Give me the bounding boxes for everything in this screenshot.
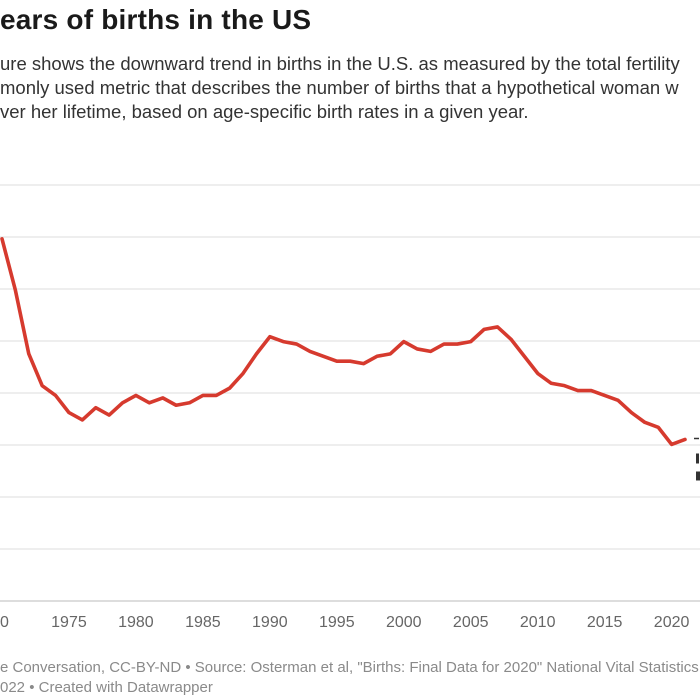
data-point [268,335,271,338]
description-line: monly used metric that describes the num… [0,77,679,98]
data-point [590,389,593,392]
annotation-mark [696,471,700,481]
data-point [670,443,673,446]
data-point [148,401,151,404]
data-point [469,340,472,343]
x-tick-label: 1975 [51,614,87,631]
data-point [134,394,137,397]
footer-line: e Conversation, CC-BY-ND • Source: Oster… [0,659,700,676]
data-point [1,237,4,240]
data-point [295,343,298,346]
data-point [322,355,325,358]
data-point [67,411,70,414]
data-point [402,340,405,343]
data-point [161,396,164,399]
line-chart: 0 1975 1980 1985 1990 1995 2000 2005 2010 2015 202… [0,184,700,631]
description-line: ver her lifetime, based on age-specific … [0,101,529,122]
data-point [54,394,57,397]
data-point [550,382,553,385]
data-point [657,426,660,429]
data-point [255,352,258,355]
data-point [536,372,539,375]
data-point [603,394,606,397]
data-point [684,438,687,441]
data-point [375,355,378,358]
x-tick-label: 1985 [185,614,221,631]
data-point [496,325,499,328]
description-line: ure shows the downward trend in births i… [0,53,680,74]
data-point [215,394,218,397]
data-point [576,389,579,392]
chart-title: ears of births in the US [0,4,312,35]
footer-line: 022 • Created with Datawrapper [0,679,213,696]
x-tick-label: 1990 [252,614,288,631]
data-point [483,328,486,331]
x-tick-label: 2010 [520,614,556,631]
gridlines [0,184,700,602]
data-point [242,372,245,375]
series-layer [0,237,687,447]
x-tick-label: 2015 [587,614,623,631]
data-point [563,384,566,387]
x-tick-label: 2005 [453,614,489,631]
chart-description: ure shows the downward trend in births i… [0,52,700,124]
data-point [630,411,633,414]
x-tick-label: 0 [0,614,9,631]
data-point [643,421,646,424]
x-tick-label: 1980 [118,614,154,631]
data-point [442,343,445,346]
data-point [41,384,44,387]
data-point [201,394,204,397]
data-point [27,352,30,355]
data-point [121,401,124,404]
line-end-annotation [694,437,700,481]
data-point [523,355,526,358]
data-point [429,350,432,353]
annotation-mark [696,453,699,464]
data-point [228,387,231,390]
data-point [617,399,620,402]
data-point [175,404,178,407]
data-point [456,343,459,346]
data-point [108,414,111,417]
data-point [188,401,191,404]
series-line [0,237,687,447]
x-tick-label: 2000 [386,614,422,631]
x-tick-label: 2020 [654,614,690,631]
data-point [282,340,285,343]
data-point [349,360,352,363]
data-point [416,347,419,350]
data-point [309,350,312,353]
chart-footer: e Conversation, CC-BY-ND • Source: Oster… [0,658,700,698]
data-point [509,338,512,341]
x-axis: 0 1975 1980 1985 1990 1995 2000 2005 2010 2015 202… [0,614,690,631]
data-point [389,352,392,355]
data-point [94,406,97,409]
data-point [335,360,338,363]
data-point [81,418,84,421]
data-point [362,362,365,365]
data-point [14,289,17,292]
x-tick-label: 1995 [319,614,355,631]
